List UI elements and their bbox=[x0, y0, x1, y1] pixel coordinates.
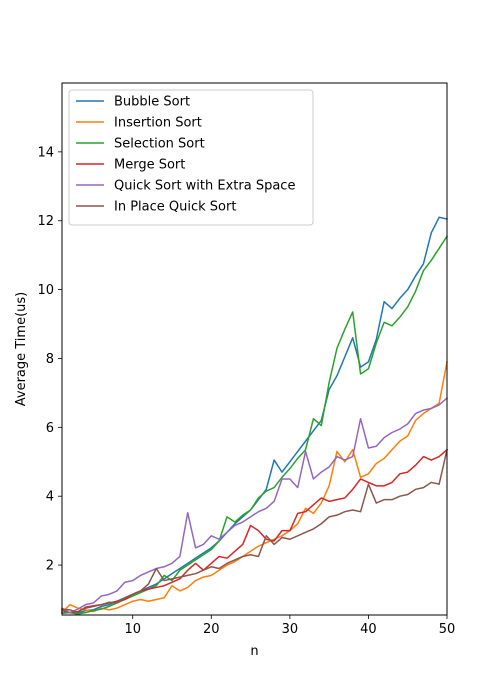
legend-label-4: Merge Sort bbox=[114, 158, 185, 173]
y-tick-label: 4 bbox=[46, 490, 54, 505]
x-axis-label: n bbox=[250, 644, 258, 659]
series-layer bbox=[60, 216, 449, 615]
x-axis: 10 20 30 40 50 bbox=[124, 615, 455, 637]
y-tick-label: 8 bbox=[46, 352, 54, 367]
x-tick-label: 20 bbox=[203, 622, 220, 637]
plot-frame bbox=[61, 82, 448, 616]
x-tick-label: 50 bbox=[439, 622, 456, 637]
x-tick-label: 30 bbox=[282, 622, 299, 637]
y-tick-label: 12 bbox=[37, 214, 54, 229]
series-line-4 bbox=[61, 448, 449, 614]
series-line-5 bbox=[60, 397, 449, 614]
legend-box bbox=[68, 89, 314, 226]
y-axis: 2 4 6 8 10 12 14 bbox=[37, 145, 62, 574]
y-tick-label: 10 bbox=[37, 283, 54, 298]
series-line-6 bbox=[61, 448, 448, 614]
legend-label-1: Bubble Sort bbox=[114, 95, 190, 110]
x-tick-label: 10 bbox=[124, 622, 141, 637]
y-tick-label: 14 bbox=[37, 145, 54, 160]
legend: Bubble Sort Insertion Sort Selection Sort M… bbox=[68, 89, 314, 226]
y-axis-label: Average Time(us) bbox=[14, 292, 29, 407]
legend-label-2: Insertion Sort bbox=[114, 116, 202, 131]
legend-label-5: Quick Sort with Extra Space bbox=[114, 179, 295, 194]
legend-label-3: Selection Sort bbox=[114, 137, 205, 152]
legend-label-6: In Place Quick Sort bbox=[114, 200, 236, 215]
x-tick-label: 40 bbox=[360, 622, 377, 637]
series-line-2 bbox=[60, 361, 448, 614]
y-tick-label: 6 bbox=[46, 421, 54, 436]
y-tick-label: 2 bbox=[46, 559, 54, 574]
